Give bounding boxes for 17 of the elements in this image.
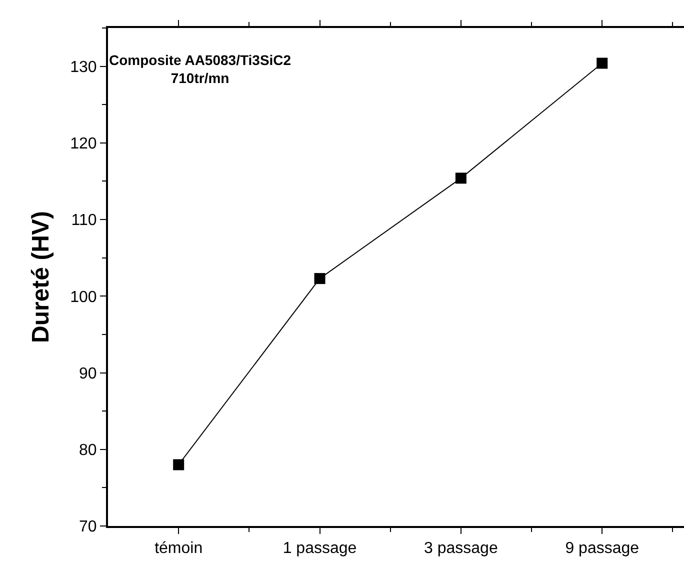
point <box>455 172 466 184</box>
annotation: Composite AA5083/Ti3SiC2 710tr/mn <box>109 52 292 86</box>
y-tick-label: 80 <box>79 442 97 459</box>
x-tick-label: témoin <box>154 540 203 558</box>
x-tick-label: 1 passage <box>282 540 357 558</box>
y-tick-label: 120 <box>70 136 97 153</box>
point <box>314 273 326 284</box>
y-tick-label: 70 <box>79 518 97 536</box>
x-tick-label: 9 passage <box>565 540 640 558</box>
y-axis-title: Dureté (HV) <box>28 210 55 344</box>
y-tick-label: 90 <box>79 365 97 382</box>
point <box>173 459 184 470</box>
x-tick-label: 3 passage <box>424 540 498 558</box>
y-tick-label: 130 <box>70 58 97 76</box>
y-tick-label: 110 <box>71 212 97 230</box>
point <box>596 58 608 69</box>
y-tick-label: 100 <box>70 288 97 306</box>
